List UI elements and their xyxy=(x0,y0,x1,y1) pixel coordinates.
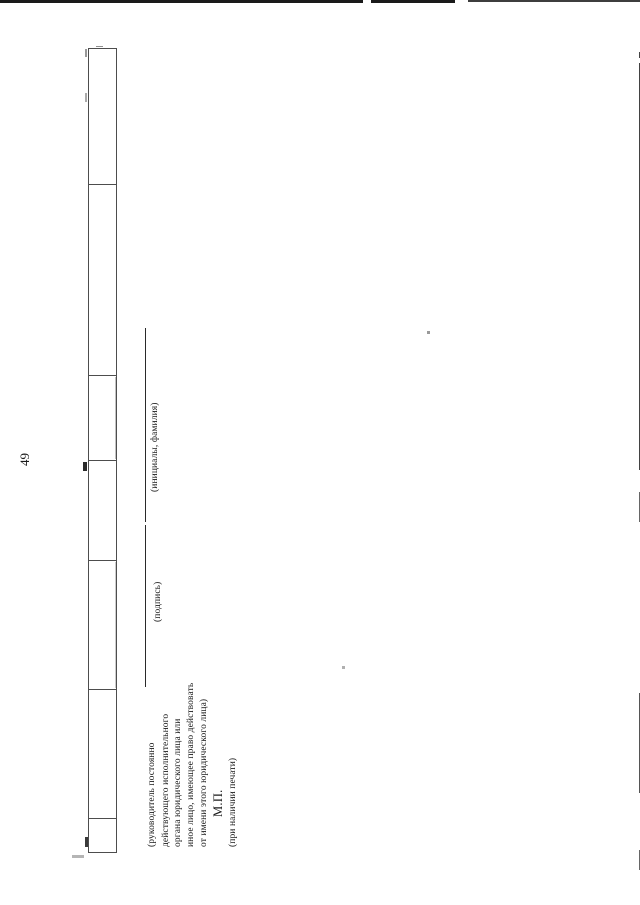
scan-edge-right xyxy=(638,693,640,793)
scan-speck xyxy=(342,666,345,669)
table-cell xyxy=(89,375,116,460)
seal-abbreviation: М.П. xyxy=(211,789,225,817)
scan-edge-right xyxy=(638,850,640,870)
scan-speck xyxy=(85,837,88,847)
table-cell xyxy=(89,459,116,560)
signer-caption-line-2: действующего исполнительного xyxy=(160,713,171,847)
initials-label: (инициалы, фамилия) xyxy=(149,402,160,492)
table-cell xyxy=(89,49,116,184)
scan-speck xyxy=(85,93,87,102)
seal-note: (при наличии печати) xyxy=(228,757,238,847)
table-cell xyxy=(89,818,116,852)
signer-caption-line-4: иное лицо, имеющее право действовать xyxy=(186,682,196,847)
page-number: 49 xyxy=(16,453,32,466)
scan-speck xyxy=(83,462,87,471)
signer-caption-line-5: от имени этого юридического лица) xyxy=(198,698,209,847)
table-cell xyxy=(89,183,116,376)
scan-edge-top xyxy=(468,0,640,2)
scan-edge-right xyxy=(638,52,640,58)
form-table xyxy=(88,48,117,853)
scan-speck xyxy=(72,855,84,858)
initials-line xyxy=(144,328,146,522)
table-cell xyxy=(89,559,116,690)
scan-edge-right xyxy=(638,63,640,470)
signer-caption-line-3: органа юридического лица или xyxy=(173,718,183,847)
scan-edge-top-gap xyxy=(363,0,371,3)
scan-speck xyxy=(85,49,87,57)
scan-speck xyxy=(427,331,430,334)
signature-label: (подпись) xyxy=(152,581,163,622)
scan-speck xyxy=(114,562,116,688)
scan-speck xyxy=(96,45,103,47)
scan-edge-right xyxy=(638,492,640,522)
table-cell xyxy=(89,689,116,818)
scan-edge-top xyxy=(0,0,455,3)
scan-speck xyxy=(114,377,116,459)
signer-caption-line-1: (руководитель постоянно xyxy=(147,742,157,847)
signature-line xyxy=(144,525,146,687)
